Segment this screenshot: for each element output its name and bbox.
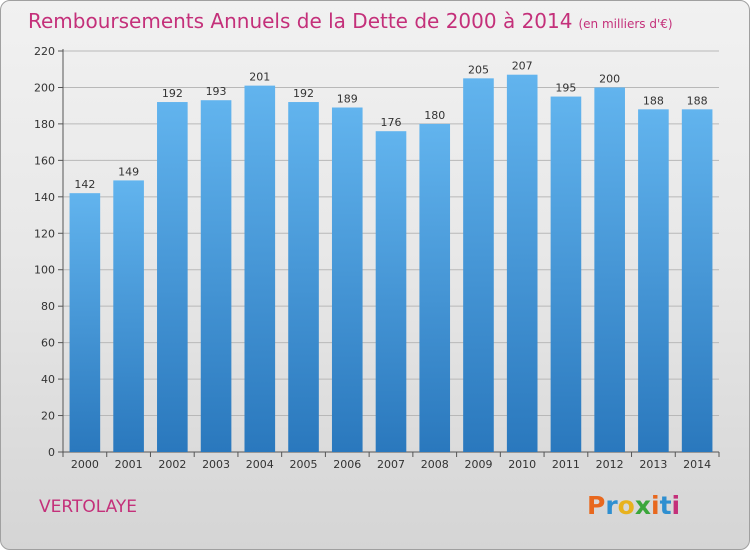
bar-2004 <box>244 85 276 452</box>
commune-name: VERTOLAYE <box>39 497 138 517</box>
bar-2010 <box>506 74 538 452</box>
bar-value-label: 200 <box>599 72 620 85</box>
logo-letter: i <box>651 491 660 520</box>
bar-value-label: 189 <box>337 93 358 106</box>
chart-title-text: Remboursements Annuels de la Dette de 20… <box>28 9 573 33</box>
x-tick-label: 2012 <box>596 458 624 471</box>
x-tick-label: 2003 <box>202 458 230 471</box>
y-tick-label: 180 <box>34 118 55 131</box>
x-tick-label: 2008 <box>421 458 449 471</box>
bar-value-label: 188 <box>687 94 708 107</box>
bar-2012 <box>594 87 625 453</box>
bar-2014 <box>681 109 713 452</box>
logo-letter: o <box>617 491 635 520</box>
bar-2000 <box>69 193 101 452</box>
x-tick-label: 2007 <box>377 458 405 471</box>
y-tick-label: 100 <box>34 264 55 277</box>
x-tick-label: 2001 <box>115 458 143 471</box>
y-tick-label: 0 <box>48 446 55 459</box>
y-tick-label: 160 <box>34 154 55 167</box>
y-tick-label: 200 <box>34 81 55 94</box>
logo-letter: P <box>587 491 606 520</box>
bar-2001 <box>113 180 144 452</box>
x-tick-label: 2009 <box>464 458 492 471</box>
y-tick-label: 40 <box>41 373 55 386</box>
chart-title: Remboursements Annuels de la Dette de 20… <box>28 9 673 33</box>
bar-value-label: 205 <box>468 63 489 76</box>
x-tick-label: 2006 <box>333 458 361 471</box>
y-tick-label: 60 <box>41 337 55 350</box>
x-tick-label: 2014 <box>683 458 711 471</box>
logo-letter: x <box>634 491 651 520</box>
y-tick-label: 140 <box>34 191 55 204</box>
bar-value-label: 195 <box>555 82 576 95</box>
labels: 142 149 192 193 201 192 189 176 180 205 207 195 200 1… <box>74 60 707 191</box>
bar-value-label: 176 <box>381 116 402 129</box>
y-tick-label: 120 <box>34 227 55 240</box>
bar-2005 <box>288 102 319 452</box>
chart-title-unit: (en milliers d'€) <box>578 17 673 31</box>
bar-2009 <box>463 78 494 452</box>
y-tick-label: 20 <box>41 410 55 423</box>
logo-letter: t <box>659 491 672 520</box>
x-tick-label: 2002 <box>158 458 186 471</box>
x-tick-label: 2010 <box>508 458 536 471</box>
bar-value-label: 193 <box>206 85 227 98</box>
bars <box>69 74 713 453</box>
bar-value-label: 149 <box>118 165 139 178</box>
axes: 0 20 40 60 80 100 120 140 160 180 200 220 2000 2001 20… <box>34 45 720 471</box>
bar-2011 <box>550 96 582 453</box>
bar-2006 <box>331 107 363 452</box>
logo-letter: i <box>671 491 681 520</box>
bar-value-label: 207 <box>512 60 533 73</box>
bar-value-label: 192 <box>293 87 314 100</box>
y-tick-label: 220 <box>34 45 55 58</box>
bar-value-label: 201 <box>249 71 270 84</box>
x-tick-label: 2013 <box>639 458 667 471</box>
logo-letter: r <box>605 491 618 520</box>
bar-value-label: 192 <box>162 87 183 100</box>
bar-2003 <box>200 100 232 453</box>
proxiti-logo: Proxiti <box>587 491 680 520</box>
x-tick-label: 2000 <box>71 458 99 471</box>
bar-value-label: 142 <box>74 178 95 191</box>
bar-2007 <box>375 131 407 452</box>
x-tick-label: 2005 <box>290 458 318 471</box>
bar-2002 <box>157 102 188 452</box>
bar-2013 <box>638 109 669 452</box>
x-tick-label: 2004 <box>246 458 274 471</box>
bar-2008 <box>419 123 451 452</box>
bar-value-label: 180 <box>424 109 445 122</box>
x-tick-label: 2011 <box>552 458 580 471</box>
y-tick-label: 80 <box>41 300 55 313</box>
bar-value-label: 188 <box>643 94 664 107</box>
